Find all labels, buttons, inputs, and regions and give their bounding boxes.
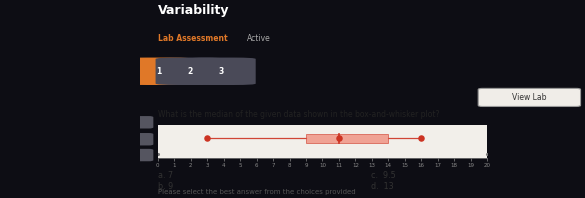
Point [202, 137, 212, 140]
Text: 2: 2 [187, 67, 192, 75]
FancyBboxPatch shape [187, 58, 256, 85]
Text: Please select the best answer from the choices provided: Please select the best answer from the c… [158, 189, 356, 195]
FancyBboxPatch shape [156, 58, 225, 85]
Point [417, 137, 426, 140]
Text: Variability: Variability [158, 4, 229, 17]
FancyBboxPatch shape [104, 133, 153, 146]
Bar [306, 134, 388, 143]
Text: b. 9: b. 9 [158, 182, 173, 191]
Text: c.  9.5: c. 9.5 [371, 171, 396, 180]
FancyBboxPatch shape [104, 116, 153, 129]
Text: d.  13: d. 13 [371, 182, 394, 191]
Point [334, 137, 343, 140]
Point [483, 152, 492, 156]
Text: a. 7: a. 7 [158, 171, 173, 180]
Point [153, 152, 163, 156]
FancyBboxPatch shape [478, 88, 580, 107]
Text: What is the median of the given data shown in the box-and-whisker plot?: What is the median of the given data sho… [158, 110, 439, 119]
FancyBboxPatch shape [104, 149, 153, 161]
Text: Lab Assessment: Lab Assessment [158, 34, 228, 43]
Text: 3: 3 [218, 67, 223, 75]
Text: Active: Active [247, 34, 270, 43]
Text: 1: 1 [156, 67, 161, 75]
Text: View Lab: View Lab [512, 93, 546, 102]
FancyBboxPatch shape [125, 58, 194, 85]
